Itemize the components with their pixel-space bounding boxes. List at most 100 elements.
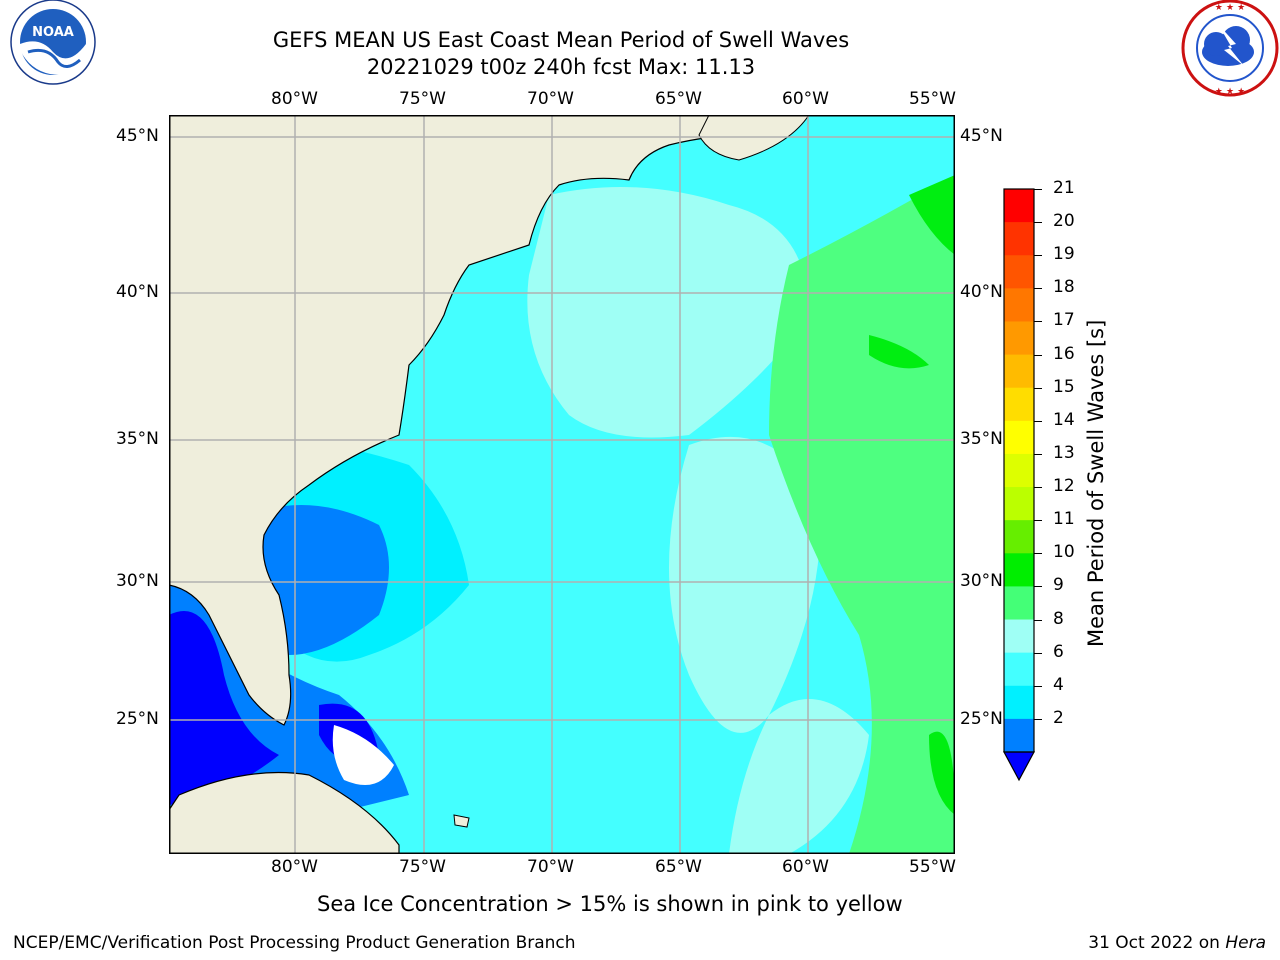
lat-label-left-30n: 30°N [116, 571, 159, 591]
colorbar-tick-mark [1034, 520, 1042, 522]
nws-logo: ★ ★ ★ ★ ★ ★ [1181, 0, 1279, 97]
colorbar-band [1004, 553, 1034, 587]
map-frame [169, 115, 955, 854]
field-10-11-patch1 [869, 335, 929, 369]
colorbar-tick-mark [1034, 718, 1042, 720]
colorbar-band [1004, 685, 1034, 720]
footer-branch: NCEP/EMC/Verification Post Processing Pr… [13, 933, 576, 953]
lon-label-bottom-75w: 75°W [399, 857, 446, 877]
colorbar-tick-mark [1034, 420, 1042, 422]
lat-label-left-40n: 40°N [116, 282, 159, 302]
map-subtitle: 20221029 t00z 240h fcst Max: 11.13 [366, 55, 756, 79]
colorbar-under-triangle [1002, 751, 1036, 782]
colorbar-band [1004, 321, 1034, 356]
colorbar-tick-mark [1034, 487, 1042, 489]
colorbar-tick-mark [1034, 387, 1042, 389]
lat-label-right-35n: 35°N [960, 429, 1003, 449]
colorbar-tick-label: 2 [1053, 707, 1064, 728]
colorbar-tick-mark [1034, 354, 1042, 356]
colorbar-tick-label: 17 [1053, 310, 1075, 331]
lat-label-right-30n: 30°N [960, 571, 1003, 591]
swell-period-map [169, 115, 955, 854]
lon-label-top-60w: 60°W [782, 89, 829, 109]
lon-label-bottom-65w: 65°W [655, 857, 702, 877]
lon-label-top-55w: 55°W [909, 89, 956, 109]
colorbar [1002, 188, 1036, 782]
field-9-10-east [769, 175, 955, 854]
colorbar-band [1004, 189, 1034, 223]
lon-label-top-80w: 80°W [271, 89, 318, 109]
masked-area-bahamas [332, 725, 394, 785]
colorbar-band [1004, 586, 1034, 621]
noaa-logo: NOAA [10, 0, 96, 85]
colorbar-band [1004, 718, 1034, 753]
colorbar-band [1004, 420, 1034, 455]
lat-label-left-25n: 25°N [116, 709, 159, 729]
cuba-land [169, 771, 400, 854]
lon-label-bottom-60w: 60°W [782, 857, 829, 877]
sea-ice-caption: Sea Ice Concentration > 15% is shown in … [317, 892, 903, 916]
colorbar-tick-mark [1034, 222, 1042, 224]
colorbar-band [1004, 387, 1034, 422]
colorbar-tick-label: 18 [1053, 277, 1075, 298]
lon-label-bottom-55w: 55°W [909, 857, 956, 877]
colorbar-tick-label: 13 [1053, 442, 1075, 463]
lat-label-right-45n: 45°N [960, 126, 1003, 146]
lat-label-left-45n: 45°N [116, 126, 159, 146]
colorbar-tick-label: 4 [1053, 674, 1064, 695]
colorbar-tick-label: 14 [1053, 409, 1075, 430]
footer-date-text: 31 Oct 2022 on [1088, 933, 1226, 953]
svg-text:★ ★ ★: ★ ★ ★ [1215, 87, 1245, 97]
svg-text:★ ★ ★: ★ ★ ★ [1215, 3, 1245, 13]
colorbar-band [1004, 222, 1034, 256]
colorbar-band [1004, 255, 1034, 289]
colorbar-tick-label: 20 [1053, 211, 1075, 232]
lat-label-right-25n: 25°N [960, 709, 1003, 729]
colorbar-tick-mark [1034, 619, 1042, 621]
colorbar-tick-label: 15 [1053, 376, 1075, 397]
field-10-11-ne [909, 175, 955, 255]
colorbar-tick-label: 21 [1053, 178, 1075, 198]
field-10-11-se [929, 731, 955, 815]
hispaniola-land [453, 814, 470, 828]
lon-label-top-75w: 75°W [399, 89, 446, 109]
colorbar-tick-label: 19 [1053, 244, 1075, 265]
colorbar-tick-mark [1034, 255, 1042, 257]
lat-label-right-40n: 40°N [960, 282, 1003, 302]
colorbar-band [1004, 354, 1034, 389]
colorbar-tick-mark [1034, 288, 1042, 290]
lon-label-bottom-70w: 70°W [527, 857, 574, 877]
colorbar-band [1004, 487, 1034, 521]
field-8-9-north [527, 187, 809, 438]
colorbar-band [1004, 453, 1034, 488]
footer-date: 31 Oct 2022 on Hera [1088, 933, 1266, 953]
map-title: GEFS MEAN US East Coast Mean Period of S… [272, 28, 850, 52]
colorbar-tick-mark [1034, 189, 1042, 190]
colorbar-band [1004, 520, 1034, 554]
colorbar-tick-label: 8 [1053, 608, 1064, 629]
map-gridlines [169, 115, 955, 854]
field-8-9-south [729, 699, 869, 854]
colorbar-tick-mark [1034, 553, 1042, 555]
colorbar-tick-label: 11 [1053, 509, 1075, 530]
colorbar-band [1004, 652, 1034, 687]
colorbar-tick-mark [1034, 453, 1042, 455]
field-lt2-gulf [169, 611, 279, 805]
colorbar-tick-label: 10 [1053, 542, 1075, 563]
colorbar-tick-mark [1034, 652, 1042, 654]
colorbar-label: Mean Period of Swell Waves [s] [1084, 319, 1108, 647]
colorbar-tick-mark [1034, 321, 1042, 323]
colorbar-tick-mark [1034, 685, 1042, 687]
lon-label-top-70w: 70°W [527, 89, 574, 109]
colorbar-tick-label: 16 [1053, 343, 1075, 364]
colorbar-tick-label: 9 [1053, 575, 1064, 596]
lat-label-left-35n: 35°N [116, 429, 159, 449]
field-8-9-central [669, 436, 821, 733]
colorbar-frame [1003, 188, 1035, 753]
noaa-logo-text: NOAA [32, 25, 74, 40]
lon-label-top-65w: 65°W [655, 89, 702, 109]
lon-label-bottom-80w: 80°W [271, 857, 318, 877]
colorbar-tick-label: 6 [1053, 641, 1064, 662]
colorbar-tick-mark [1034, 586, 1042, 588]
colorbar-band [1004, 619, 1034, 654]
